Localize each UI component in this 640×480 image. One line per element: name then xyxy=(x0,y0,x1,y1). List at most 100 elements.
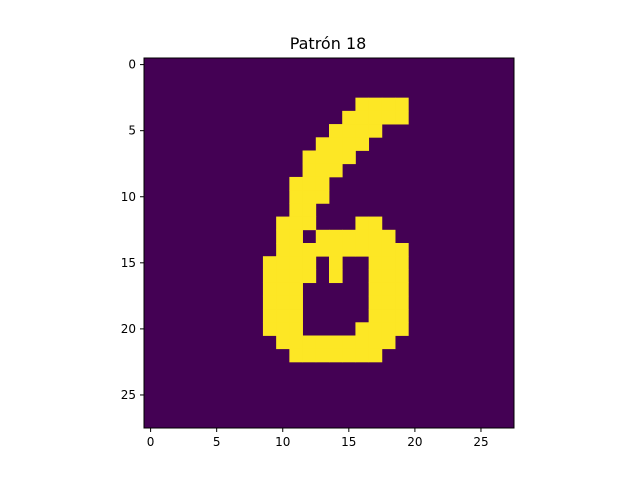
heatmap-cell xyxy=(276,282,290,297)
x-tick-label: 5 xyxy=(213,435,221,449)
heatmap-cell xyxy=(368,269,383,284)
heatmap-cell xyxy=(329,348,343,363)
heatmap-cell xyxy=(395,256,409,270)
heatmap-cell xyxy=(329,269,343,284)
heatmap-cell xyxy=(289,335,303,350)
heatmap-cell xyxy=(381,256,396,270)
heatmap-cell xyxy=(315,243,330,257)
heatmap-cell xyxy=(329,335,343,350)
x-tick-label: 15 xyxy=(341,435,356,449)
heatmap-cell xyxy=(276,256,290,270)
heatmap-cell xyxy=(302,216,317,231)
heatmap-cell xyxy=(381,97,396,112)
heatmap-cell xyxy=(289,243,303,257)
heatmap-cell xyxy=(381,309,396,323)
y-tick-label: 20 xyxy=(121,322,136,336)
heatmap-cell xyxy=(289,203,303,217)
heatmap-cell xyxy=(302,150,317,165)
heatmap-cell xyxy=(262,282,277,297)
heatmap-cell xyxy=(355,137,370,151)
y-tick-label: 25 xyxy=(121,388,136,402)
x-tick-label: 0 xyxy=(147,435,155,449)
heatmap-cell xyxy=(329,124,343,138)
heatmap-cell xyxy=(395,97,409,112)
heatmap-cell xyxy=(262,256,277,270)
heatmap-cell xyxy=(289,190,303,204)
y-tick-label: 0 xyxy=(128,58,136,72)
heatmap-cell xyxy=(302,176,317,191)
heatmap-cell xyxy=(315,137,330,151)
heatmap-cell xyxy=(381,295,396,310)
x-tick-label: 25 xyxy=(473,435,488,449)
heatmap-cell xyxy=(302,256,317,270)
heatmap-cell xyxy=(381,243,396,257)
heatmap-cell xyxy=(276,216,290,231)
heatmap-cell xyxy=(276,335,290,350)
heatmap-cell xyxy=(368,216,383,231)
heatmap-cell xyxy=(368,110,383,125)
heatmap-cell xyxy=(368,256,383,270)
heatmap-cell xyxy=(302,163,317,178)
heatmap-cell xyxy=(355,348,370,363)
heatmap-cell xyxy=(302,203,317,217)
heatmap-cell xyxy=(315,176,330,191)
heatmap-cell xyxy=(289,216,303,231)
heatmap-cell xyxy=(381,282,396,297)
heatmap-cell xyxy=(355,243,370,257)
heatmap-cell xyxy=(289,309,303,323)
heatmap-cell xyxy=(368,309,383,323)
heatmap-cell xyxy=(302,269,317,284)
x-tick-label: 20 xyxy=(407,435,422,449)
heatmap-cell xyxy=(315,229,330,244)
heatmap-cell xyxy=(368,322,383,336)
heatmap-cell xyxy=(395,269,409,284)
heatmap-cell xyxy=(381,229,396,244)
heatmap-cell xyxy=(355,335,370,350)
heatmap-cell xyxy=(381,322,396,336)
heatmap-cell xyxy=(395,295,409,310)
heatmap-cell xyxy=(289,282,303,297)
y-tick-label: 5 xyxy=(128,124,136,138)
heatmap-cell xyxy=(342,335,356,350)
heatmap-cell xyxy=(342,243,356,257)
heatmap-cell xyxy=(315,163,330,178)
x-axis: 0 5 10 15 20 25 xyxy=(147,428,489,449)
heatmap-cell xyxy=(276,243,290,257)
axes-frame xyxy=(143,57,515,429)
heatmap-cell xyxy=(315,335,330,350)
heatmap-cell xyxy=(368,348,383,363)
heatmap-cell xyxy=(329,163,343,178)
heatmap-cell xyxy=(368,124,383,138)
heatmap-cell xyxy=(329,256,343,270)
heatmap-cell xyxy=(302,243,317,257)
heatmap-cell xyxy=(342,110,356,125)
heatmap-cell xyxy=(289,229,303,244)
heatmap-cell xyxy=(368,335,383,350)
heatmap-cell xyxy=(302,190,317,204)
heatmap-cell xyxy=(289,176,303,191)
heatmap-cell xyxy=(395,282,409,297)
heatmap-cell xyxy=(342,150,356,165)
heatmap-cell xyxy=(276,229,290,244)
heatmap-cell xyxy=(342,124,356,138)
heatmap-cell xyxy=(289,322,303,336)
heatmap-cell xyxy=(342,229,356,244)
heatmap-cell xyxy=(381,335,396,350)
heatmap-cell xyxy=(276,322,290,336)
heatmap-cell xyxy=(315,348,330,363)
chart-title: Patrón 18 xyxy=(290,34,367,53)
heatmap-cell xyxy=(289,256,303,270)
heatmap-cell xyxy=(395,243,409,257)
heatmap-cell xyxy=(276,269,290,284)
heatmap-cell xyxy=(381,269,396,284)
pixel-grid xyxy=(144,58,514,428)
heatmap-cell xyxy=(342,348,356,363)
heatmap-cell xyxy=(381,110,396,125)
heatmap-cell xyxy=(395,309,409,323)
heatmap-cell xyxy=(355,124,370,138)
heatmap-cell xyxy=(395,110,409,125)
heatmap-cell xyxy=(315,190,330,204)
heatmap-cell xyxy=(262,295,277,310)
